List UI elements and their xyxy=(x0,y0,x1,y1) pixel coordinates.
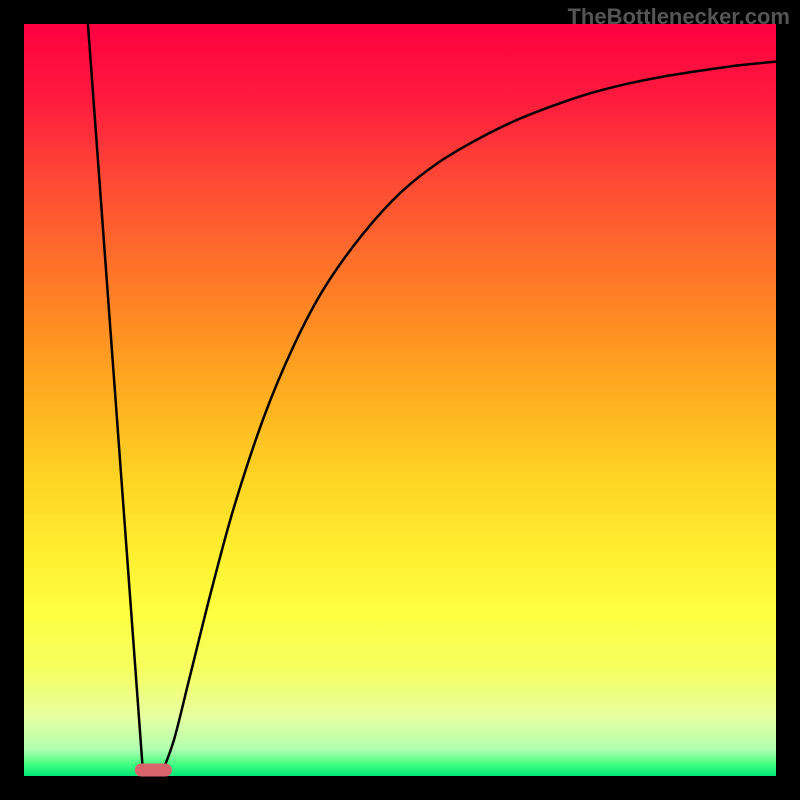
bottleneck-chart xyxy=(0,0,800,800)
watermark-text: TheBottlenecker.com xyxy=(567,4,790,30)
chart-container: TheBottlenecker.com xyxy=(0,0,800,800)
chart-background xyxy=(24,24,776,776)
optimum-marker xyxy=(135,764,171,776)
